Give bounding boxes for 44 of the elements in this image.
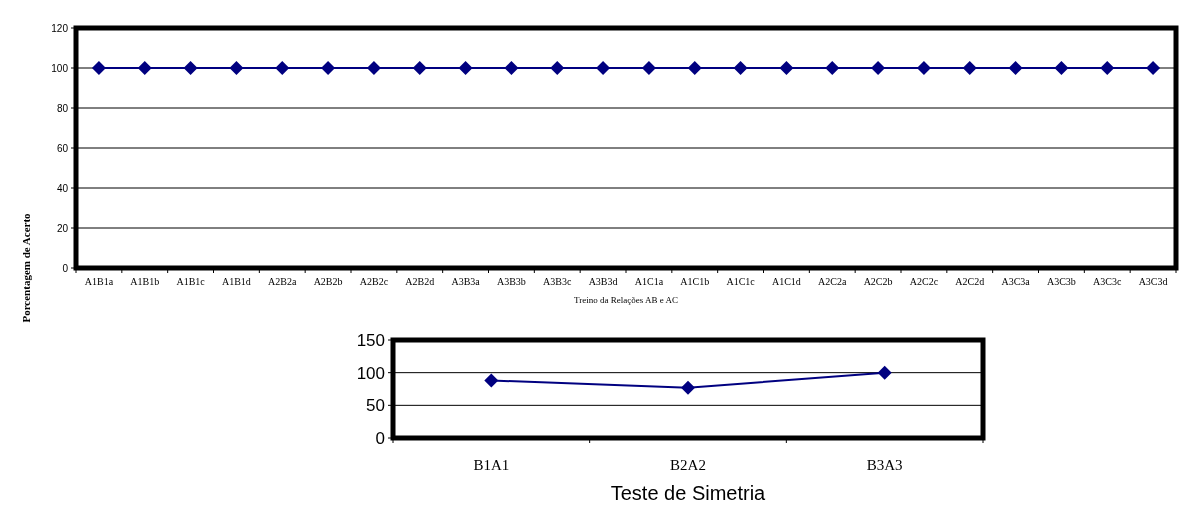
y-tick-label: 20 — [56, 222, 69, 234]
point — [877, 365, 892, 380]
x-tick-label: A2B2b — [313, 276, 343, 287]
y-tick-label: 40 — [56, 182, 69, 194]
y-tick-label: 150 — [356, 330, 385, 350]
y-tick-label: 80 — [56, 102, 69, 114]
x-tick-label: A3B3a — [451, 276, 481, 287]
x-tick-label: A3B3b — [496, 276, 526, 287]
x-tick-label: A3C3b — [1046, 276, 1076, 287]
x-tick-label: A1B1b — [130, 276, 160, 287]
x-tick-label: A1C1c — [726, 276, 756, 287]
x-tick-label: A2C2d — [955, 276, 985, 287]
x-axis-title: Teste de Simetria — [610, 482, 767, 504]
x-tick-label: A2C2a — [818, 276, 847, 287]
y-tick-label: 0 — [375, 428, 385, 448]
point — [484, 373, 499, 388]
x-tick-label: A3C3d — [1138, 276, 1168, 287]
x-tick-label: A3C3c — [1093, 276, 1122, 287]
x-tick-label: A3B3c — [543, 276, 572, 287]
y-tick-label: 120 — [51, 22, 69, 34]
y-axis-title: Porcentagem de Acerto — [20, 212, 32, 323]
x-tick-label: A1C1b — [680, 276, 710, 287]
y-tick-label: 100 — [356, 363, 385, 383]
x-tick-label: B1A1 — [473, 457, 510, 473]
point — [681, 380, 695, 395]
x-tick-label: A3B3d — [588, 276, 618, 287]
x-axis-title: Treino da Relações AB e AC — [574, 295, 678, 305]
x-tick-label: A1B1a — [84, 276, 114, 287]
x-tick-label: A1B1d — [221, 276, 251, 287]
x-tick-label: A1C1d — [771, 276, 801, 287]
y-tick-label: 60 — [56, 142, 69, 154]
x-tick-label: B2A2 — [670, 457, 706, 473]
x-tick-label: A2B2a — [268, 276, 297, 287]
x-tick-label: A3C3a — [1001, 276, 1031, 287]
x-tick-label: A2C2c — [909, 276, 939, 287]
y-tick-label: 50 — [366, 396, 385, 416]
x-tick-label: A2B2c — [359, 276, 389, 287]
y-tick-label: 0 — [62, 262, 69, 274]
x-tick-label: B3A3 — [866, 457, 903, 473]
x-tick-label: A2B2d — [405, 276, 435, 287]
x-tick-label: A1B1c — [176, 276, 206, 287]
x-tick-label: A1C1a — [634, 276, 664, 287]
x-tick-label: A2C2b — [863, 276, 893, 287]
y-tick-label: 100 — [51, 62, 69, 74]
